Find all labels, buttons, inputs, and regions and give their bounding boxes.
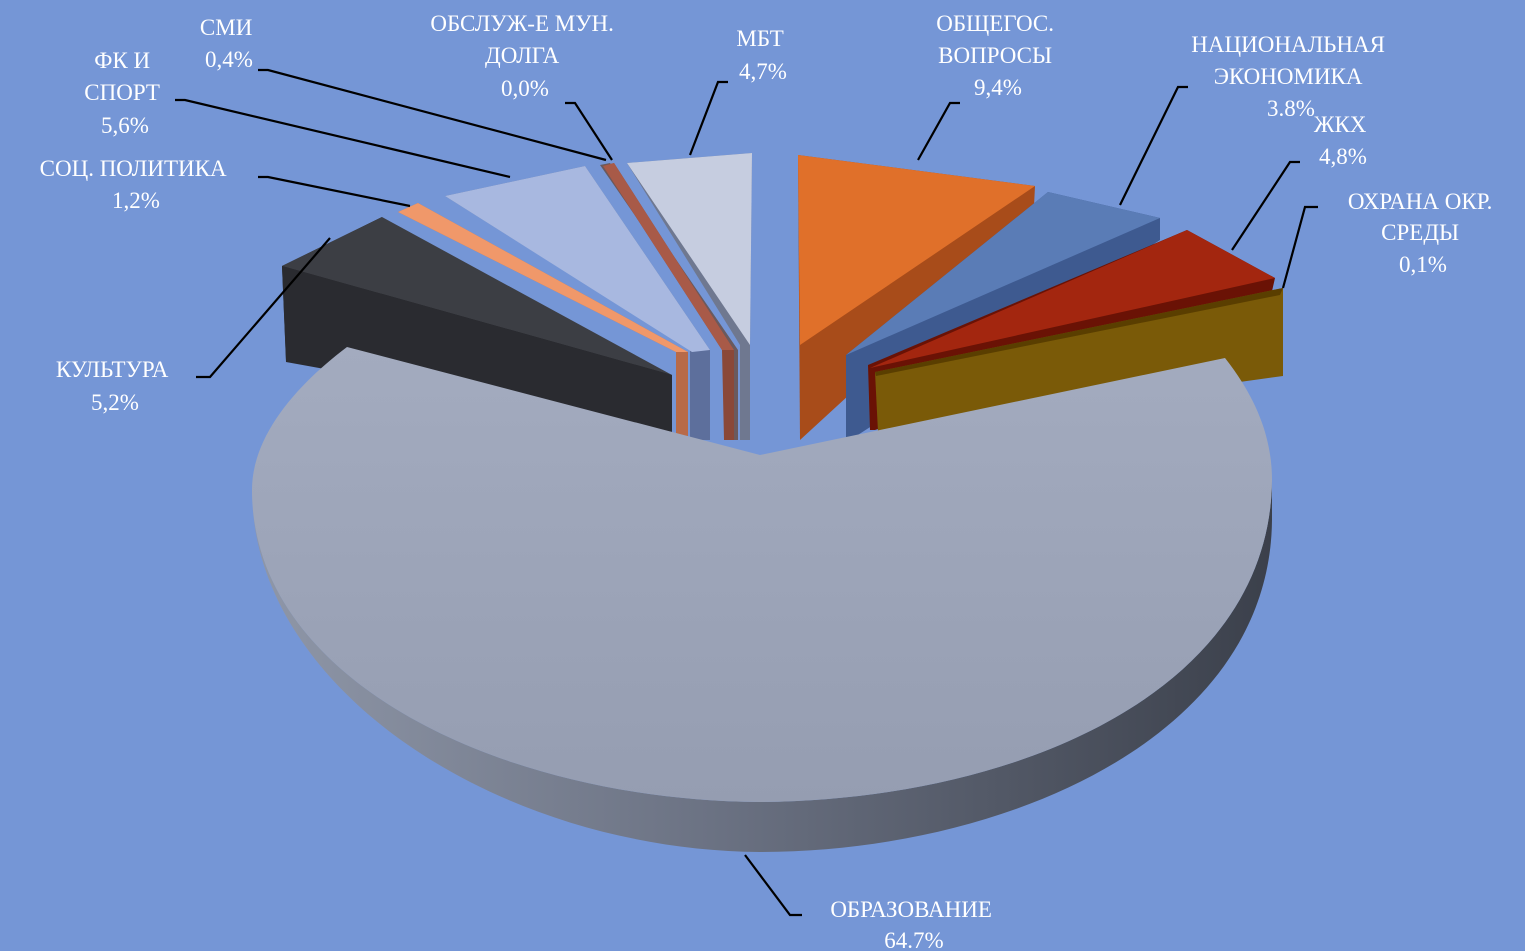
slice-labels: ОБЩЕГОС. ВОПРОСЫ 9,4% НАЦИОНАЛЬНАЯ ЭКОНО… [40,11,1498,951]
label-smi: СМИ 0,4% [200,15,258,72]
leader-lines [175,68,1318,917]
label-fk-sport: ФК И СПОРТ 5,6% [84,48,165,138]
label-zhkh: ЖКХ 4,8% [1314,112,1372,169]
slice-dolg [603,163,734,440]
label-mbt: МБТ 4,7% [736,26,789,84]
slice-mbt [627,153,752,440]
label-obshchegos: ОБЩЕГОС. ВОПРОСЫ 9,4% [936,11,1060,100]
slice-fk-sport [445,166,710,440]
slice-ohrana [875,288,1283,432]
label-kultura: КУЛЬТУРА 5,2% [56,357,174,415]
slice-obrazovanie [252,347,1272,852]
label-nac-ekonomika: НАЦИОНАЛЬНАЯ ЭКОНОМИКА 3.8% [1191,32,1390,121]
label-ohrana: ОХРАНА ОКР. СРЕДЫ 0,1% [1348,189,1498,277]
label-dolg: ОБСЛУЖ-Е МУН. ДОЛГА 0,0% [430,11,619,101]
slice-kultura [282,217,672,432]
slice-soc-politika [398,203,688,436]
label-soc-politika: СОЦ. ПОЛИТИКА 1,2% [40,156,233,213]
label-obrazovanie: ОБРАЗОВАНИЕ 64.7% [830,897,997,951]
